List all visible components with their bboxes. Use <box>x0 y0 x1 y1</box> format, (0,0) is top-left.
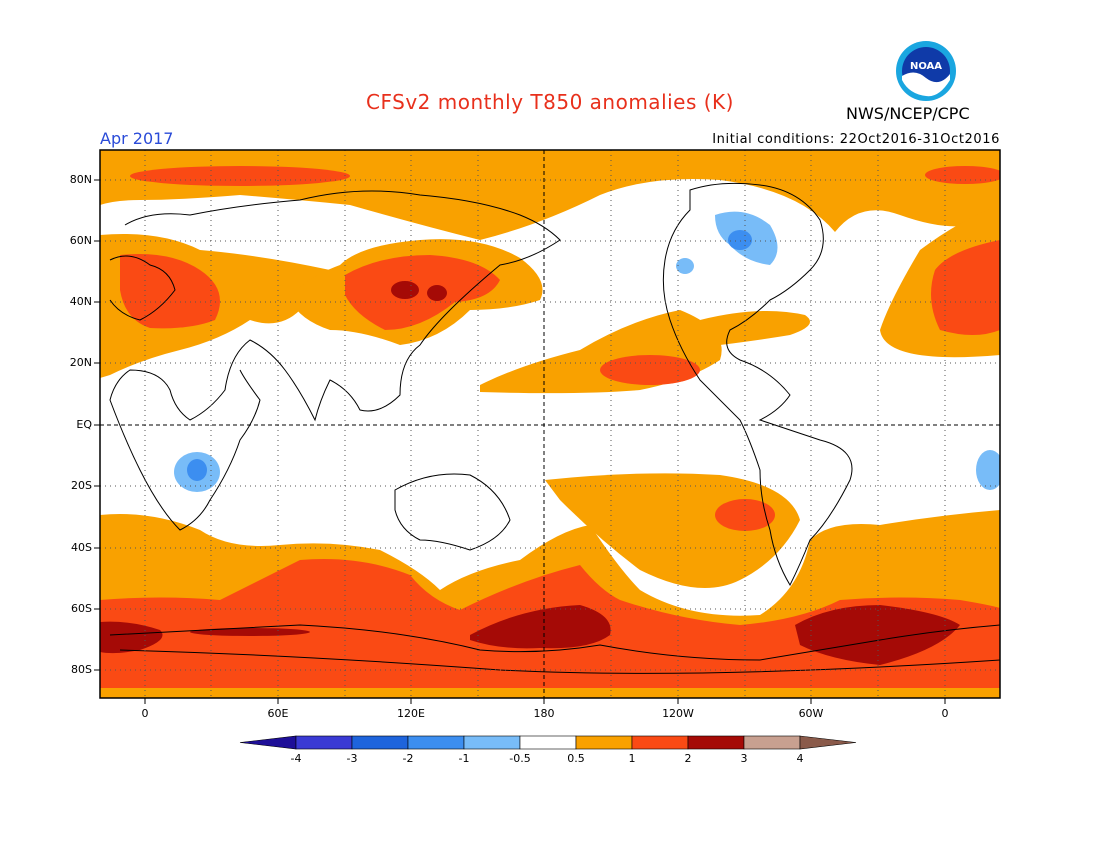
colorbar-label: 0.5 <box>567 752 585 765</box>
noaa-logo-icon: NOAA <box>895 40 957 102</box>
lat-label: 20S <box>71 479 92 492</box>
lon-label: 60W <box>798 707 824 720</box>
lat-label: 40N <box>69 295 92 308</box>
lon-label: 0 <box>941 707 949 720</box>
colorbar-label: 4 <box>796 752 804 765</box>
lon-label: 120W <box>662 707 694 720</box>
grid <box>100 150 1000 698</box>
lon-label: 120E <box>397 707 425 720</box>
valid-month: Apr 2017 <box>100 129 174 148</box>
colorbar-label: 3 <box>740 752 748 765</box>
initial-conditions: Initial conditions: 22Oct2016-31Oct2016 <box>712 132 1000 147</box>
lat-label: 40S <box>71 541 92 554</box>
colorbar-swatch <box>407 735 465 750</box>
agency-label: NWS/NCEP/CPC <box>846 104 970 123</box>
map-title: CFSv2 monthly T850 anomalies (K) <box>366 90 734 114</box>
colorbar-swatch <box>295 735 353 750</box>
colorbar-swatch <box>575 735 633 750</box>
colorbar-swatch <box>351 735 409 750</box>
lat-label: 80S <box>71 663 92 676</box>
colorbar <box>239 735 857 750</box>
colorbar-label: 1 <box>628 752 636 765</box>
colorbar-label: -3 <box>346 752 358 765</box>
lat-label: 20N <box>69 356 92 369</box>
lat-label: EQ <box>76 418 92 431</box>
colorbar-label: -4 <box>290 752 302 765</box>
lat-label: 60S <box>71 602 92 615</box>
svg-text:NOAA: NOAA <box>910 61 942 72</box>
lat-label: 80N <box>69 173 92 186</box>
map-frame <box>99 149 1001 699</box>
lat-label: 60N <box>69 234 92 247</box>
colorbar-swatch <box>463 735 521 750</box>
colorbar-label: 2 <box>684 752 692 765</box>
map-field <box>100 150 1000 698</box>
colorbar-arrow-high <box>799 735 857 750</box>
colorbar-label: -1 <box>458 752 470 765</box>
colorbar-label: -0.5 <box>509 752 531 765</box>
colorbar-swatch <box>631 735 689 750</box>
colorbar-swatch <box>519 735 577 750</box>
colorbar-label: -2 <box>402 752 414 765</box>
lon-label: 0 <box>141 707 149 720</box>
lon-label: 180 <box>533 707 555 720</box>
lon-label: 60E <box>267 707 289 720</box>
colorbar-swatch <box>743 735 801 750</box>
colorbar-swatch <box>687 735 745 750</box>
colorbar-arrow-low <box>239 735 297 750</box>
